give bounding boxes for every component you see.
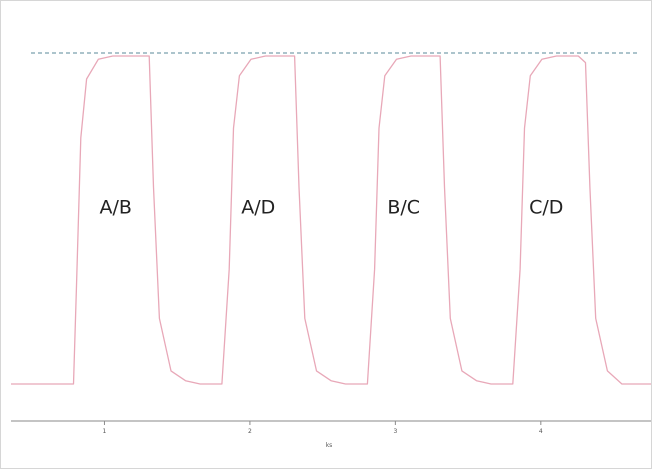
segment-label: A/B [100,196,132,218]
annotation-layer: A/B A/D B/C C/D [100,196,564,218]
segment-label: C/D [529,196,563,218]
axis-layer: 1 2 3 4 ks [11,420,651,449]
x-axis-label: ks [326,442,333,449]
series-line [11,55,651,385]
series-layer [11,55,651,385]
segment-label: B/C [387,196,420,218]
x-tick-label: 2 [248,428,252,435]
x-tick-label: 4 [539,428,543,435]
x-tick-label: 1 [103,428,107,435]
segment-label: A/D [241,196,275,218]
x-tick-label: 3 [393,428,397,435]
